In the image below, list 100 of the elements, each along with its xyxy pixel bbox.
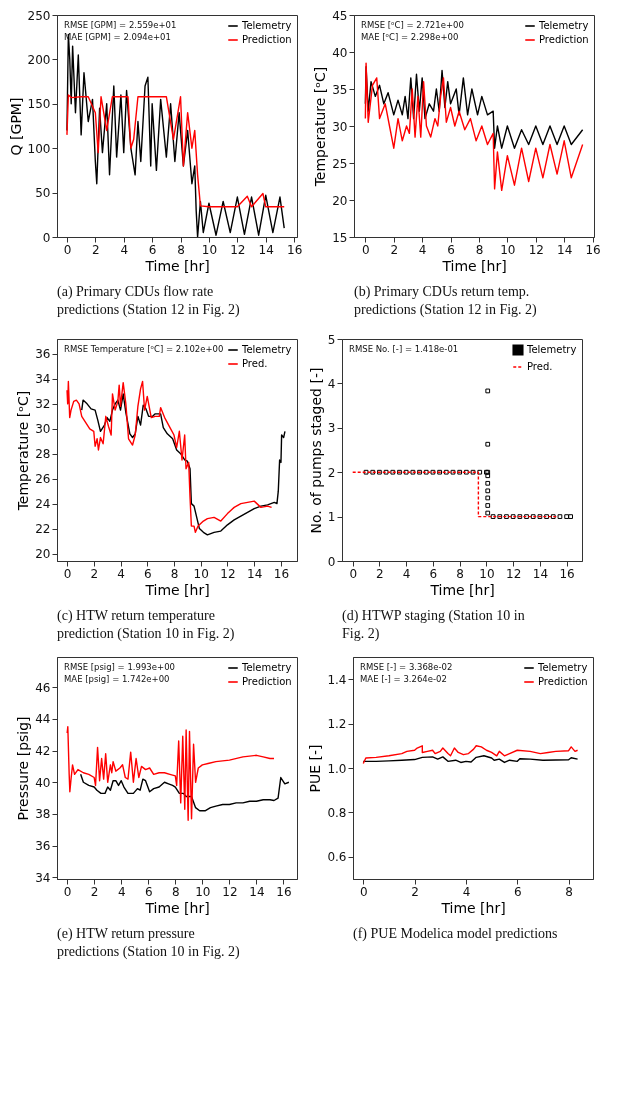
x-tick-label: 6 xyxy=(513,884,522,899)
x-tick-label: 6 xyxy=(447,242,455,257)
y-tick-label: 1 xyxy=(327,510,336,525)
y-tick-label: 36 xyxy=(35,839,51,854)
text: (f) PUE Modelica model predictions xyxy=(353,926,558,942)
point xyxy=(497,514,503,519)
x-tick-label: 4 xyxy=(120,242,129,257)
legend-label: Telemetry xyxy=(537,662,588,673)
legend-label: Telemetry xyxy=(241,662,292,673)
x-tick-label: 8 xyxy=(177,242,185,257)
y-tick-label: 250 xyxy=(27,8,51,23)
y-tick-label: 22 xyxy=(35,522,51,537)
text: (d) HTWP staging (Station 10 in Fig. 2) xyxy=(342,608,525,642)
y-tick-label: 1.0 xyxy=(327,761,347,776)
line-series xyxy=(66,380,273,534)
point xyxy=(485,441,491,447)
y-tick-label: 45 xyxy=(332,8,348,23)
point xyxy=(463,469,469,475)
x-tick-label: 16 xyxy=(273,566,290,581)
y-tick-label: 26 xyxy=(35,472,51,487)
x-tick-label: 10 xyxy=(195,884,211,899)
y-axis-title: PUE [-] xyxy=(307,744,324,793)
line-series xyxy=(362,755,579,764)
annotation: MAE [ᵒC] = 2.298e+00 xyxy=(361,32,459,42)
point xyxy=(437,469,442,475)
annotation: RMSE Temperature [ᵒC] = 2.102e+00 xyxy=(64,344,224,354)
point xyxy=(524,514,529,519)
annotation: RMSE No. [-] = 1.418e-01 xyxy=(349,344,459,354)
annotation: RMSE [GPM] = 2.559e+01 xyxy=(64,20,177,30)
point xyxy=(485,480,491,486)
x-axis-title: Time [hr] xyxy=(144,899,210,916)
point xyxy=(485,510,491,516)
x-axis-title: Time [hr] xyxy=(440,899,506,916)
x-tick-label: 12 xyxy=(528,242,544,257)
x-tick-label: 4 xyxy=(462,884,471,899)
x-tick-label: 4 xyxy=(117,566,125,581)
legend-label: Pred. xyxy=(527,361,553,372)
x-tick-label: 2 xyxy=(390,242,399,257)
point xyxy=(550,514,556,519)
point xyxy=(383,469,389,475)
point xyxy=(477,469,483,475)
x-axis-title: Time [hr] xyxy=(441,257,507,274)
x-tick-label: 10 xyxy=(500,242,516,257)
legend-label: Telemetry xyxy=(538,20,589,31)
y-tick-label: 20 xyxy=(35,547,51,562)
x-tick-label: 8 xyxy=(475,242,484,257)
legend-label: Telemetry xyxy=(241,344,292,355)
x-tick-label: 16 xyxy=(276,884,292,899)
text: (b) Primary CDUs return temp. predictions (Station 12 in Fig. 2) xyxy=(354,284,538,318)
y-tick-label: 50 xyxy=(35,186,51,201)
line-series xyxy=(81,393,286,536)
y-tick-label: 1.4 xyxy=(327,672,347,687)
point xyxy=(544,514,549,519)
y-tick-label: 24 xyxy=(35,497,51,512)
point xyxy=(397,469,402,475)
x-tick-label: 6 xyxy=(429,566,438,581)
legend-label: Prediction xyxy=(242,34,292,45)
y-tick-label: 40 xyxy=(35,775,51,790)
x-tick-label: 4 xyxy=(402,566,411,581)
y-tick-label: 0 xyxy=(327,554,336,569)
x-tick-label: 2 xyxy=(90,884,99,899)
x-tick-label: 2 xyxy=(92,242,100,257)
x-tick-label: 8 xyxy=(170,566,179,581)
x-tick-label: 8 xyxy=(171,884,180,899)
legend-label: Prediction xyxy=(538,676,588,687)
x-tick-label: 8 xyxy=(456,566,464,581)
line-series xyxy=(364,62,584,192)
y-tick-label: 200 xyxy=(27,52,51,67)
text: (c) HTW return temperature prediction (Station 10 in Fig. 2) xyxy=(57,608,235,642)
legend-label: Telemetry xyxy=(526,344,577,355)
x-tick-label: 12 xyxy=(230,242,246,257)
y-tick-label: 0 xyxy=(42,230,51,245)
y-tick-label: 1.2 xyxy=(327,717,347,732)
x-tick-label: 2 xyxy=(90,566,99,581)
point xyxy=(485,473,491,479)
x-axis-title: Time [hr] xyxy=(429,581,495,598)
y-axis-title: No. of pumps staged [-] xyxy=(307,367,324,534)
x-tick-label: 0 xyxy=(63,242,72,257)
x-tick-label: 4 xyxy=(418,242,427,257)
y-tick-label: 46 xyxy=(35,680,51,695)
point xyxy=(485,503,491,508)
x-tick-label: 0 xyxy=(63,566,72,581)
y-axis-title: Pressure [psig] xyxy=(15,716,32,821)
point xyxy=(450,469,456,475)
x-axis-title: Time [hr] xyxy=(144,257,210,274)
x-tick-label: 14 xyxy=(557,242,573,257)
point xyxy=(485,388,491,394)
y-tick-label: 44 xyxy=(35,712,51,727)
y-tick-label: 0.8 xyxy=(327,805,347,820)
point xyxy=(403,469,409,475)
text: (e) HTW return pressure predictions (Station 10 in Fig. 2) xyxy=(57,926,241,960)
y-tick-label: 150 xyxy=(27,97,51,112)
y-tick-label: 25 xyxy=(332,156,348,171)
point xyxy=(490,514,496,519)
line-series xyxy=(66,726,275,822)
y-tick-label: 28 xyxy=(35,447,51,462)
x-tick-label: 14 xyxy=(532,566,549,581)
y-tick-label: 34 xyxy=(35,372,51,387)
x-axis-title: Time [hr] xyxy=(144,581,210,598)
line-series xyxy=(362,745,579,765)
